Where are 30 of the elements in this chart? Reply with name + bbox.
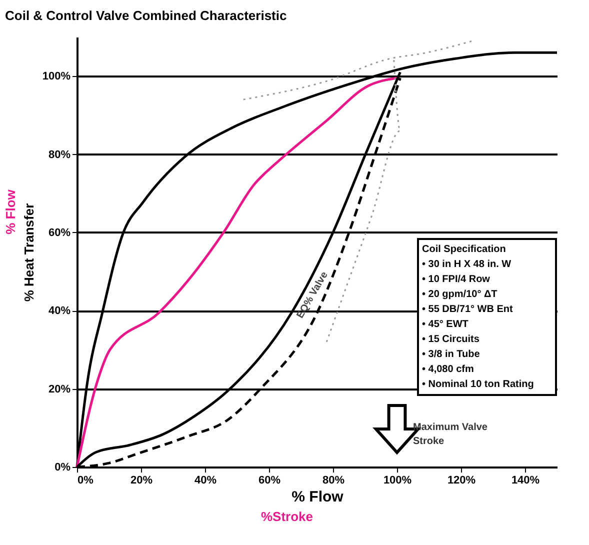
annotation: • 15 Circuits xyxy=(422,334,480,345)
y-axis-title: % Heat Transfer xyxy=(21,203,36,302)
x-tick-label: 80% xyxy=(322,474,345,486)
x-tick-label: 140% xyxy=(511,474,540,486)
y-tick-label: 40% xyxy=(48,305,71,318)
x-axis-title: % Flow xyxy=(292,488,344,506)
x-tick-label: 120% xyxy=(447,474,476,486)
annotation: • 4,080 cfm xyxy=(422,364,474,375)
y-tick-label: 0% xyxy=(54,462,71,474)
text: %Stroke xyxy=(260,509,314,524)
x-tick-label: 20% xyxy=(130,474,153,486)
annotation: • 10 FPI/4 Row xyxy=(422,274,490,285)
chart-title: Coil & Control Valve Combined Characteristic xyxy=(5,8,287,23)
x-tick-label: 100% xyxy=(383,474,412,486)
annotation: Coil Specification xyxy=(422,244,506,255)
annotation: • 20 gpm/10° ΔT xyxy=(422,289,498,300)
y-tick-label: 100% xyxy=(42,70,71,83)
text: % Flow xyxy=(3,188,18,234)
annotation: • 55 DB/71° WB Ent xyxy=(422,304,514,315)
x-tick-label: 40% xyxy=(194,474,217,486)
annotation: • 30 in H X 48 in. W xyxy=(422,259,512,270)
annotation: • 45° EWT xyxy=(422,319,468,330)
x-tick-label: 0% xyxy=(78,474,94,486)
y-tick-label: 80% xyxy=(48,148,71,161)
annotation: Maximum Valve Stroke xyxy=(413,422,488,447)
y-tick-label: 20% xyxy=(48,383,71,396)
y-tick-label: 60% xyxy=(48,226,71,239)
annotation: • Nominal 10 ton Rating xyxy=(422,379,534,390)
annotation: • 3/8 in Tube xyxy=(422,349,480,360)
x-tick-label: 60% xyxy=(258,474,281,486)
